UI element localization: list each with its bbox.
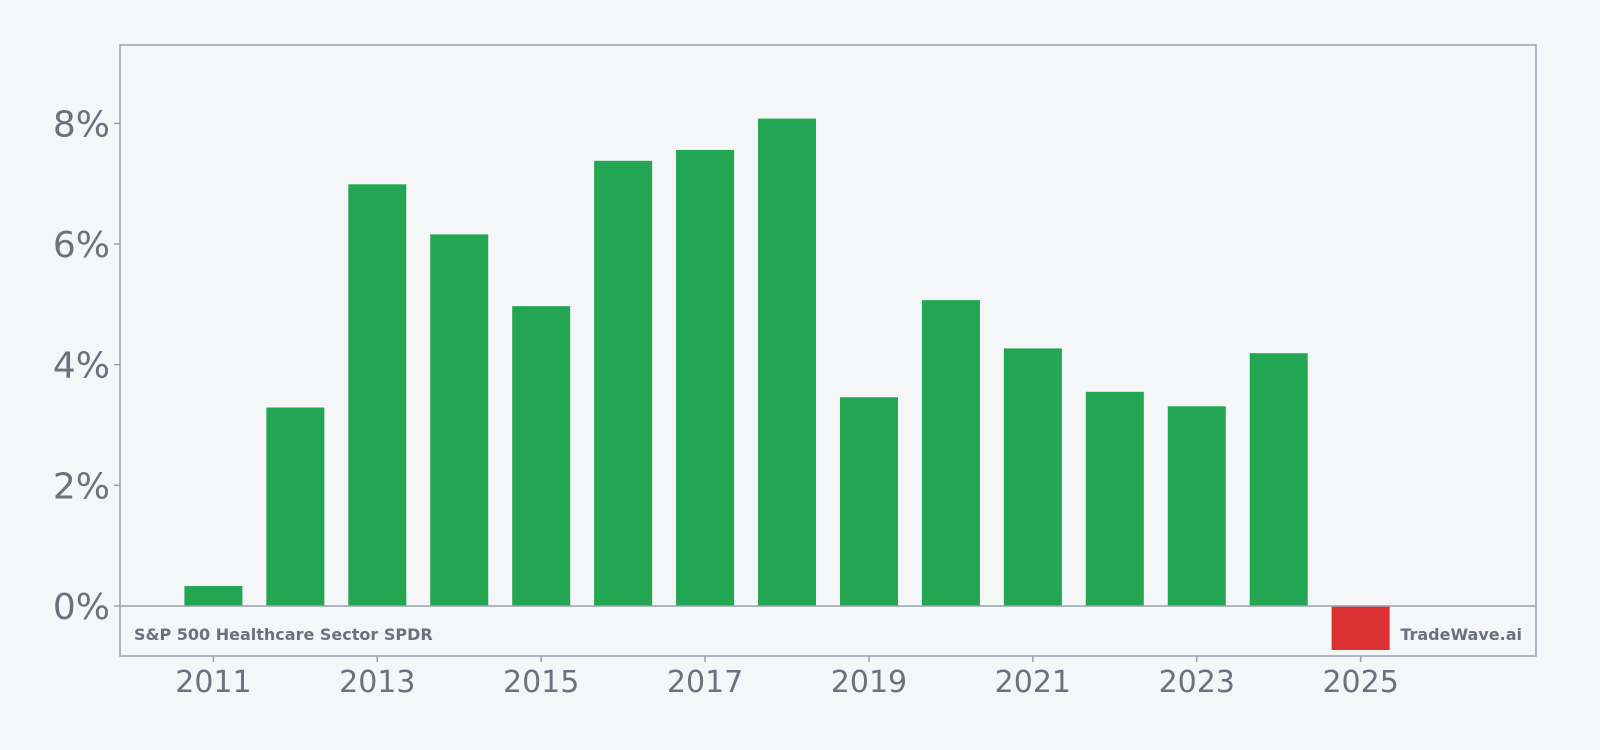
x-tick-label: 2019 — [831, 665, 907, 700]
x-tick-label: 2013 — [339, 665, 415, 700]
bar-2022 — [1085, 391, 1144, 606]
bar-2013 — [348, 184, 407, 606]
bar-2020 — [921, 300, 980, 606]
sector-label: S&P 500 Healthcare Sector SPDR — [134, 625, 433, 644]
x-tick-label: 2017 — [667, 665, 743, 700]
x-tick-label: 2015 — [503, 665, 579, 700]
bar-2024 — [1249, 353, 1308, 606]
bar-2023 — [1167, 406, 1226, 606]
y-tick-label: 6% — [53, 225, 110, 266]
bar-2019 — [839, 397, 898, 606]
y-tick-label: 8% — [53, 104, 110, 145]
bar-2015 — [512, 306, 571, 606]
bar-2018 — [758, 118, 817, 606]
x-tick-label: 2021 — [995, 665, 1071, 700]
x-tick-label: 2011 — [175, 665, 251, 700]
y-tick-label: 4% — [53, 346, 110, 387]
bar-2017 — [676, 149, 735, 606]
bar-2011 — [184, 586, 243, 606]
x-axis: 2011 2013 2015 2017 2019 2021 2023 2025 — [175, 656, 1399, 700]
bar-2025 — [1331, 605, 1390, 650]
brand-label: TradeWave.ai — [1400, 625, 1522, 644]
bar-2012 — [266, 407, 325, 606]
bars-layer — [184, 118, 1390, 650]
y-axis: 0% 2% 4% 6% 8% — [53, 104, 120, 628]
bar-2021 — [1003, 348, 1062, 606]
bar-2016 — [594, 160, 653, 606]
bar-2014 — [430, 234, 489, 606]
x-tick-label: 2023 — [1159, 665, 1235, 700]
y-tick-label: 0% — [53, 587, 110, 628]
y-tick-label: 2% — [53, 466, 110, 507]
plot-frame — [119, 44, 1537, 657]
x-tick-label: 2025 — [1322, 665, 1398, 700]
